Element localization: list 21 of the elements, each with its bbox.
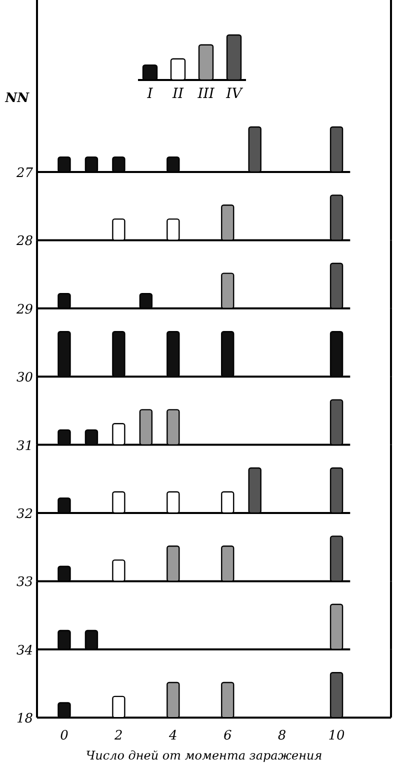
x-tick-label: III xyxy=(196,86,215,102)
text: 29 xyxy=(15,302,33,318)
x-tick-label: I xyxy=(146,86,154,102)
x-axis-title: Число дней от момента заражения xyxy=(86,748,322,763)
text: 27 xyxy=(15,166,34,181)
x-tick-label: 10 xyxy=(328,728,345,744)
text: 18 xyxy=(16,712,33,727)
x-tick-label: 6 xyxy=(223,728,232,744)
y-axis-title: NN xyxy=(4,91,30,106)
text: 32 xyxy=(16,507,33,522)
x-tick-label: 2 xyxy=(114,728,123,744)
text: 31 xyxy=(16,438,33,454)
x-tick-label: II xyxy=(171,86,184,102)
text: 34 xyxy=(16,643,33,658)
text: 30 xyxy=(16,370,33,386)
x-tick-label: IV xyxy=(225,86,244,102)
text: 33 xyxy=(16,575,33,590)
x-tick-label: 0 xyxy=(60,728,68,744)
text: 28 xyxy=(15,234,33,250)
x-tick-label: 4 xyxy=(168,728,178,744)
x-tick-label: 8 xyxy=(278,728,286,744)
